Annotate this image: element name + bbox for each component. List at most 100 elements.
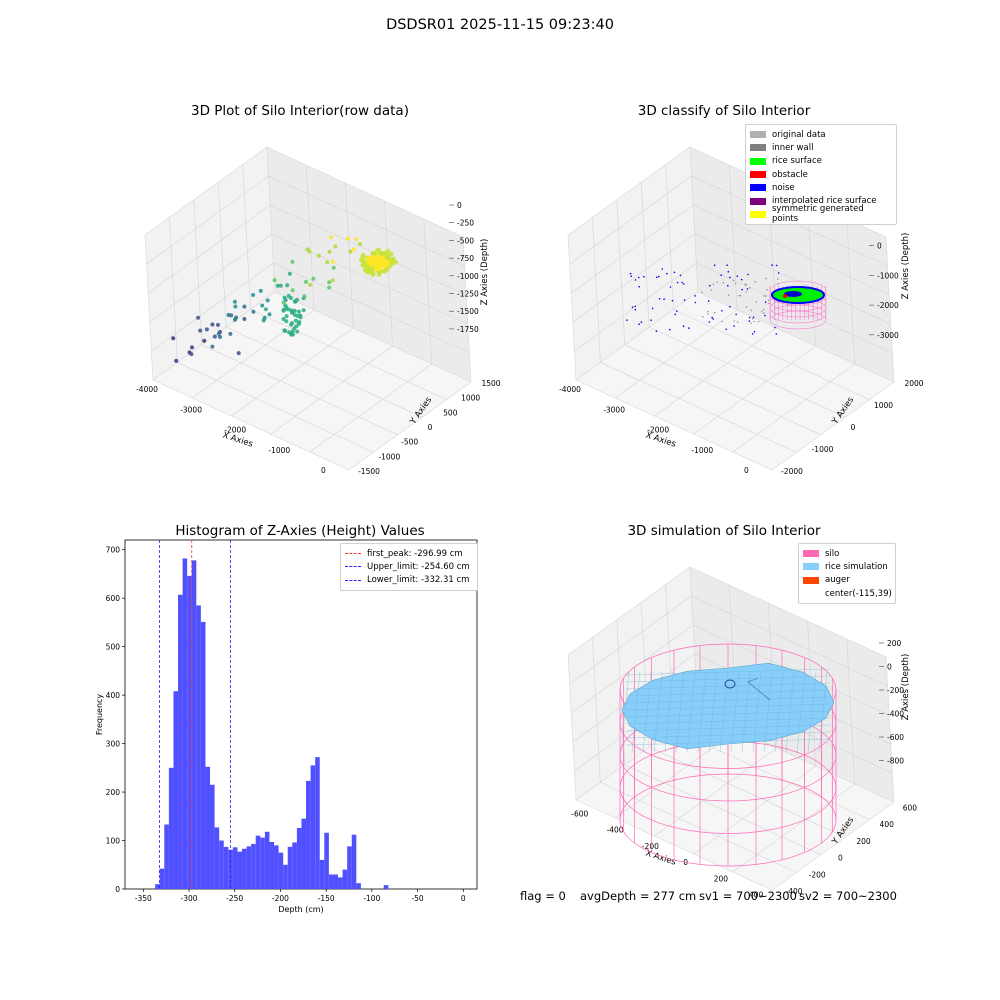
hist-bar — [351, 834, 357, 889]
cls-original-point — [763, 295, 765, 297]
sim-grid-r — [732, 638, 856, 873]
raw-surface-point — [379, 262, 385, 268]
raw-x-tick: -2000 — [224, 426, 246, 435]
cls-noise-point — [725, 328, 727, 331]
cls-noise-point — [638, 285, 640, 288]
hist-x-tick: -200 — [272, 894, 289, 903]
legend-line — [345, 553, 361, 555]
sim-rice-gridline — [625, 724, 831, 732]
hist-bar — [242, 848, 247, 889]
hist-bar — [173, 691, 179, 889]
raw-grid-r — [192, 164, 315, 399]
hist-bar — [168, 767, 174, 889]
cls-noise-point — [630, 275, 633, 278]
raw-data-point — [275, 283, 280, 288]
raw-grid-d — [146, 175, 465, 267]
raw-grid — [146, 164, 470, 453]
hist-y-tick: 300 — [106, 740, 121, 749]
legend-swatch — [750, 210, 766, 218]
hist-bar — [155, 884, 160, 889]
raw-data-point — [293, 318, 298, 323]
cls-noise-point — [658, 298, 661, 300]
cls-z-tick: -1000 — [877, 271, 899, 280]
sim-grid-r — [654, 602, 777, 837]
raw-y-tick: 500 — [443, 408, 458, 417]
cls-z-tick: -3000 — [877, 331, 899, 340]
raw-data-point — [316, 253, 321, 258]
sim-rice-gridline — [708, 671, 718, 753]
cls-noise-point — [752, 316, 755, 319]
raw-data-point — [202, 338, 207, 343]
cls-z-tick: 0 — [877, 242, 882, 251]
hist-y-tick: 700 — [106, 546, 121, 555]
sim-center-axis — [747, 681, 771, 701]
hist-y-tick: 400 — [106, 691, 121, 700]
hist-bar — [260, 837, 265, 889]
raw-surface-point — [362, 259, 367, 265]
legend-item-upper-limit: Upper_limit: -254.60 cm — [345, 560, 473, 573]
sim-x-tick: 200 — [714, 874, 729, 883]
cls-noise-patch — [784, 291, 802, 297]
raw-data-point — [283, 329, 288, 333]
cls-noise-point — [774, 326, 776, 329]
legend-line — [345, 566, 361, 568]
raw-grid-u — [242, 164, 447, 400]
cls-noise-point — [741, 288, 743, 291]
legend-label: auger — [825, 575, 850, 586]
legend-item-symmetric: symmetric generated points — [750, 204, 892, 224]
cls-original-point — [721, 320, 723, 323]
simulation-legend: silo rice simulation auger center(-115,3… — [798, 543, 896, 605]
sim-z-tick: -400 — [887, 710, 904, 719]
raw-surface-point — [370, 255, 376, 261]
cls-x-tick: -4000 — [559, 385, 581, 394]
raw-x-tick: 0 — [321, 466, 326, 475]
cls-original-point — [761, 311, 763, 313]
sim-rice-gridline — [625, 675, 831, 683]
cls-original-point — [745, 291, 748, 293]
sim-rice-gridline — [697, 671, 707, 753]
legend-label: Lower_limit: -332.31 cm — [367, 575, 470, 586]
raw-x-tick: -4000 — [136, 385, 158, 394]
hist-bar — [356, 883, 361, 889]
status-flag: flag = 0 — [520, 889, 566, 903]
hist-bar — [333, 874, 339, 889]
hist-y-tick: 0 — [115, 885, 120, 894]
raw-surface-point — [389, 257, 395, 263]
sim-rice-gridline — [730, 671, 740, 753]
raw-data-point — [345, 236, 350, 241]
hist-x-label: Depth (cm) — [278, 905, 323, 914]
raw-z-tick: 0 — [457, 201, 462, 210]
cls-original-point — [768, 302, 770, 305]
cls-noise-point — [658, 275, 660, 278]
cls-original-point — [749, 286, 751, 289]
hist-bar — [196, 605, 201, 889]
cls-y-tick: -1000 — [812, 445, 834, 454]
raw-data-point — [352, 247, 356, 252]
cls-noise-point — [650, 319, 652, 322]
raw-data-point — [327, 249, 332, 254]
cls-original-point — [707, 313, 709, 315]
cls-noise-point — [694, 295, 696, 297]
cls-noise-point — [727, 284, 729, 287]
sim-rice-gridline — [774, 671, 784, 753]
cls-noise-point — [626, 319, 628, 321]
hist-y-tick: 500 — [106, 643, 121, 652]
legend-swatch — [803, 590, 819, 597]
raw-data-point — [295, 313, 300, 318]
raw-x-tick: -1000 — [268, 446, 290, 455]
cls-original-point — [738, 294, 740, 297]
legend-item-silo: silo — [803, 547, 891, 560]
legend-item-noise: noise — [750, 181, 892, 194]
sim-rice-gridline — [763, 671, 773, 753]
sim-x-tick: 400 — [749, 891, 764, 900]
cls-original-point — [732, 279, 735, 282]
status-sv2: sv2 = 700~2300 — [799, 889, 897, 903]
raw-z-label: Z Axies (Depth) — [480, 239, 490, 306]
raw-z-tick: -250 — [457, 219, 474, 228]
cls-original-point — [762, 308, 765, 311]
cls-z-label: Z Axies (Depth) — [901, 233, 911, 300]
raw-data-point — [289, 332, 294, 337]
cls-noise-point — [683, 299, 686, 301]
raw-z-tick: -500 — [457, 236, 474, 245]
